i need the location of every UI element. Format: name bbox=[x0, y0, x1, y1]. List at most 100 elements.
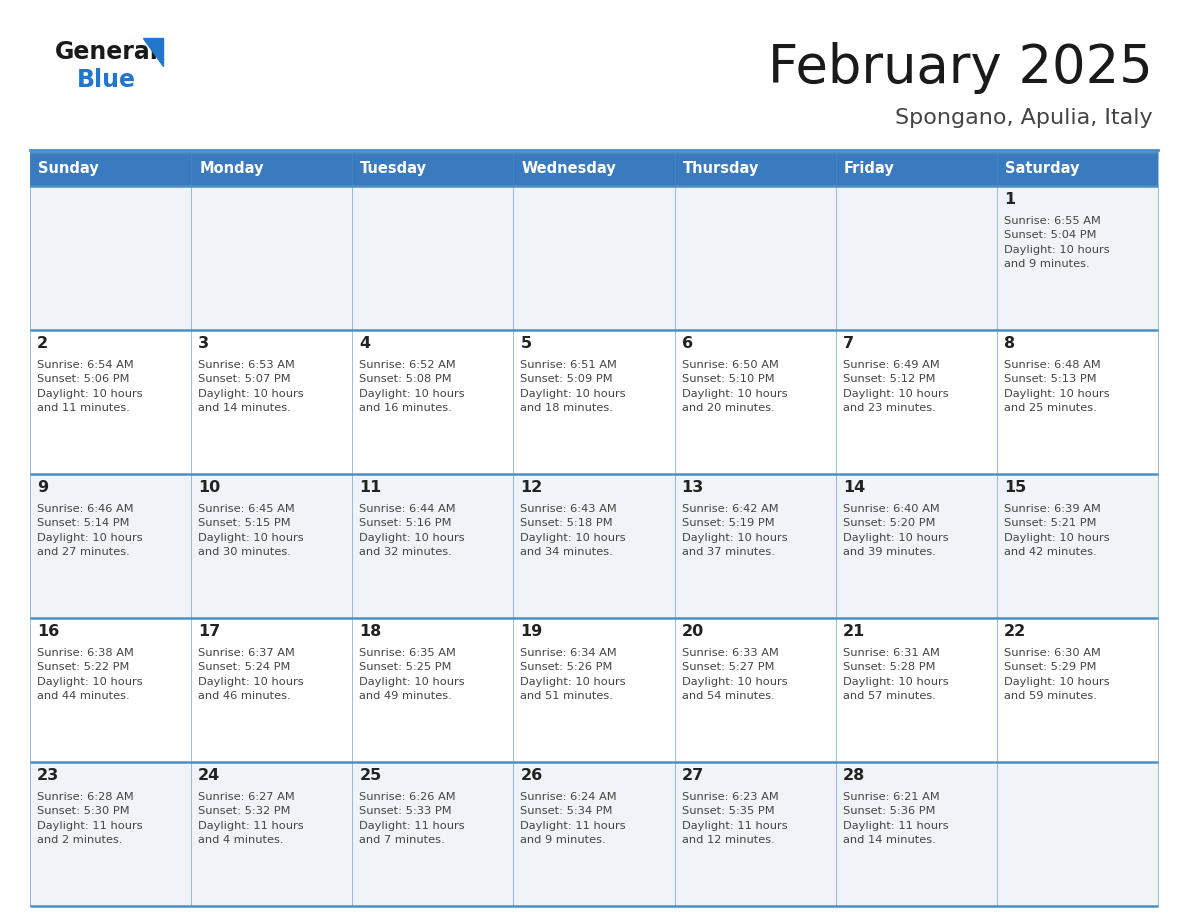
Text: Sunrise: 6:28 AM
Sunset: 5:30 PM
Daylight: 11 hours
and 2 minutes.: Sunrise: 6:28 AM Sunset: 5:30 PM Dayligh… bbox=[37, 792, 143, 845]
Bar bbox=[353, 186, 513, 330]
Text: 28: 28 bbox=[842, 767, 865, 782]
Text: 17: 17 bbox=[198, 623, 221, 639]
Text: 27: 27 bbox=[682, 767, 703, 782]
Bar bbox=[30, 152, 191, 186]
Bar bbox=[835, 330, 997, 474]
Text: Friday: Friday bbox=[843, 162, 895, 176]
Text: 7: 7 bbox=[842, 335, 854, 351]
Bar bbox=[30, 618, 191, 762]
Bar bbox=[191, 152, 353, 186]
Text: 10: 10 bbox=[198, 479, 221, 495]
Bar bbox=[675, 330, 835, 474]
Bar bbox=[191, 762, 353, 906]
Text: General: General bbox=[55, 40, 159, 64]
Text: Sunrise: 6:48 AM
Sunset: 5:13 PM
Daylight: 10 hours
and 25 minutes.: Sunrise: 6:48 AM Sunset: 5:13 PM Dayligh… bbox=[1004, 360, 1110, 413]
Bar bbox=[675, 186, 835, 330]
Bar bbox=[997, 152, 1158, 186]
Polygon shape bbox=[143, 38, 163, 66]
Text: Wednesday: Wednesday bbox=[522, 162, 617, 176]
Text: 23: 23 bbox=[37, 767, 59, 782]
Bar bbox=[353, 762, 513, 906]
Bar bbox=[835, 474, 997, 618]
Text: 1: 1 bbox=[1004, 192, 1015, 207]
Bar bbox=[30, 330, 191, 474]
Text: Sunrise: 6:44 AM
Sunset: 5:16 PM
Daylight: 10 hours
and 32 minutes.: Sunrise: 6:44 AM Sunset: 5:16 PM Dayligh… bbox=[359, 504, 465, 557]
Bar bbox=[675, 762, 835, 906]
Bar bbox=[513, 762, 675, 906]
Bar bbox=[835, 186, 997, 330]
Bar bbox=[997, 186, 1158, 330]
Bar bbox=[513, 152, 675, 186]
Text: Sunrise: 6:30 AM
Sunset: 5:29 PM
Daylight: 10 hours
and 59 minutes.: Sunrise: 6:30 AM Sunset: 5:29 PM Dayligh… bbox=[1004, 648, 1110, 701]
Text: 9: 9 bbox=[37, 479, 49, 495]
Bar bbox=[191, 186, 353, 330]
Text: Sunrise: 6:40 AM
Sunset: 5:20 PM
Daylight: 10 hours
and 39 minutes.: Sunrise: 6:40 AM Sunset: 5:20 PM Dayligh… bbox=[842, 504, 948, 557]
Bar bbox=[997, 618, 1158, 762]
Text: Sunrise: 6:42 AM
Sunset: 5:19 PM
Daylight: 10 hours
and 37 minutes.: Sunrise: 6:42 AM Sunset: 5:19 PM Dayligh… bbox=[682, 504, 788, 557]
Bar bbox=[513, 330, 675, 474]
Text: Sunrise: 6:45 AM
Sunset: 5:15 PM
Daylight: 10 hours
and 30 minutes.: Sunrise: 6:45 AM Sunset: 5:15 PM Dayligh… bbox=[198, 504, 304, 557]
Bar bbox=[191, 618, 353, 762]
Text: 4: 4 bbox=[359, 335, 371, 351]
Text: Sunrise: 6:35 AM
Sunset: 5:25 PM
Daylight: 10 hours
and 49 minutes.: Sunrise: 6:35 AM Sunset: 5:25 PM Dayligh… bbox=[359, 648, 465, 701]
Bar bbox=[513, 186, 675, 330]
Bar bbox=[30, 186, 191, 330]
Text: Sunrise: 6:43 AM
Sunset: 5:18 PM
Daylight: 10 hours
and 34 minutes.: Sunrise: 6:43 AM Sunset: 5:18 PM Dayligh… bbox=[520, 504, 626, 557]
Text: 20: 20 bbox=[682, 623, 703, 639]
Bar bbox=[353, 330, 513, 474]
Text: Tuesday: Tuesday bbox=[360, 162, 428, 176]
Bar bbox=[30, 762, 191, 906]
Text: Sunrise: 6:52 AM
Sunset: 5:08 PM
Daylight: 10 hours
and 16 minutes.: Sunrise: 6:52 AM Sunset: 5:08 PM Dayligh… bbox=[359, 360, 465, 413]
Text: Sunrise: 6:21 AM
Sunset: 5:36 PM
Daylight: 11 hours
and 14 minutes.: Sunrise: 6:21 AM Sunset: 5:36 PM Dayligh… bbox=[842, 792, 948, 845]
Text: 14: 14 bbox=[842, 479, 865, 495]
Text: 18: 18 bbox=[359, 623, 381, 639]
Text: Sunday: Sunday bbox=[38, 162, 99, 176]
Bar bbox=[675, 152, 835, 186]
Text: 13: 13 bbox=[682, 479, 703, 495]
Bar bbox=[997, 474, 1158, 618]
Text: Sunrise: 6:26 AM
Sunset: 5:33 PM
Daylight: 11 hours
and 7 minutes.: Sunrise: 6:26 AM Sunset: 5:33 PM Dayligh… bbox=[359, 792, 465, 845]
Bar bbox=[835, 618, 997, 762]
Text: 6: 6 bbox=[682, 335, 693, 351]
Text: 22: 22 bbox=[1004, 623, 1026, 639]
Text: 21: 21 bbox=[842, 623, 865, 639]
Text: Sunrise: 6:37 AM
Sunset: 5:24 PM
Daylight: 10 hours
and 46 minutes.: Sunrise: 6:37 AM Sunset: 5:24 PM Dayligh… bbox=[198, 648, 304, 701]
Text: 3: 3 bbox=[198, 335, 209, 351]
Text: 2: 2 bbox=[37, 335, 49, 351]
Text: 5: 5 bbox=[520, 335, 531, 351]
Text: Sunrise: 6:31 AM
Sunset: 5:28 PM
Daylight: 10 hours
and 57 minutes.: Sunrise: 6:31 AM Sunset: 5:28 PM Dayligh… bbox=[842, 648, 948, 701]
Bar bbox=[353, 152, 513, 186]
Text: Sunrise: 6:46 AM
Sunset: 5:14 PM
Daylight: 10 hours
and 27 minutes.: Sunrise: 6:46 AM Sunset: 5:14 PM Dayligh… bbox=[37, 504, 143, 557]
Text: February 2025: February 2025 bbox=[769, 42, 1154, 94]
Text: Blue: Blue bbox=[77, 68, 135, 92]
Text: 19: 19 bbox=[520, 623, 543, 639]
Text: Sunrise: 6:49 AM
Sunset: 5:12 PM
Daylight: 10 hours
and 23 minutes.: Sunrise: 6:49 AM Sunset: 5:12 PM Dayligh… bbox=[842, 360, 948, 413]
Text: Thursday: Thursday bbox=[683, 162, 759, 176]
Bar bbox=[191, 474, 353, 618]
Bar bbox=[835, 762, 997, 906]
Text: Monday: Monday bbox=[200, 162, 264, 176]
Text: Sunrise: 6:51 AM
Sunset: 5:09 PM
Daylight: 10 hours
and 18 minutes.: Sunrise: 6:51 AM Sunset: 5:09 PM Dayligh… bbox=[520, 360, 626, 413]
Bar bbox=[675, 618, 835, 762]
Bar bbox=[353, 618, 513, 762]
Text: Sunrise: 6:23 AM
Sunset: 5:35 PM
Daylight: 11 hours
and 12 minutes.: Sunrise: 6:23 AM Sunset: 5:35 PM Dayligh… bbox=[682, 792, 788, 845]
Text: 15: 15 bbox=[1004, 479, 1026, 495]
Text: Sunrise: 6:38 AM
Sunset: 5:22 PM
Daylight: 10 hours
and 44 minutes.: Sunrise: 6:38 AM Sunset: 5:22 PM Dayligh… bbox=[37, 648, 143, 701]
Bar bbox=[835, 152, 997, 186]
Bar bbox=[353, 474, 513, 618]
Text: Sunrise: 6:27 AM
Sunset: 5:32 PM
Daylight: 11 hours
and 4 minutes.: Sunrise: 6:27 AM Sunset: 5:32 PM Dayligh… bbox=[198, 792, 304, 845]
Text: Sunrise: 6:55 AM
Sunset: 5:04 PM
Daylight: 10 hours
and 9 minutes.: Sunrise: 6:55 AM Sunset: 5:04 PM Dayligh… bbox=[1004, 216, 1110, 269]
Text: Sunrise: 6:50 AM
Sunset: 5:10 PM
Daylight: 10 hours
and 20 minutes.: Sunrise: 6:50 AM Sunset: 5:10 PM Dayligh… bbox=[682, 360, 788, 413]
Bar bbox=[191, 330, 353, 474]
Text: Sunrise: 6:24 AM
Sunset: 5:34 PM
Daylight: 11 hours
and 9 minutes.: Sunrise: 6:24 AM Sunset: 5:34 PM Dayligh… bbox=[520, 792, 626, 845]
Text: 11: 11 bbox=[359, 479, 381, 495]
Bar bbox=[997, 762, 1158, 906]
Text: 24: 24 bbox=[198, 767, 221, 782]
Bar bbox=[997, 330, 1158, 474]
Bar bbox=[513, 474, 675, 618]
Text: Sunrise: 6:54 AM
Sunset: 5:06 PM
Daylight: 10 hours
and 11 minutes.: Sunrise: 6:54 AM Sunset: 5:06 PM Dayligh… bbox=[37, 360, 143, 413]
Text: Saturday: Saturday bbox=[1005, 162, 1080, 176]
Text: Sunrise: 6:33 AM
Sunset: 5:27 PM
Daylight: 10 hours
and 54 minutes.: Sunrise: 6:33 AM Sunset: 5:27 PM Dayligh… bbox=[682, 648, 788, 701]
Text: Sunrise: 6:39 AM
Sunset: 5:21 PM
Daylight: 10 hours
and 42 minutes.: Sunrise: 6:39 AM Sunset: 5:21 PM Dayligh… bbox=[1004, 504, 1110, 557]
Text: 12: 12 bbox=[520, 479, 543, 495]
